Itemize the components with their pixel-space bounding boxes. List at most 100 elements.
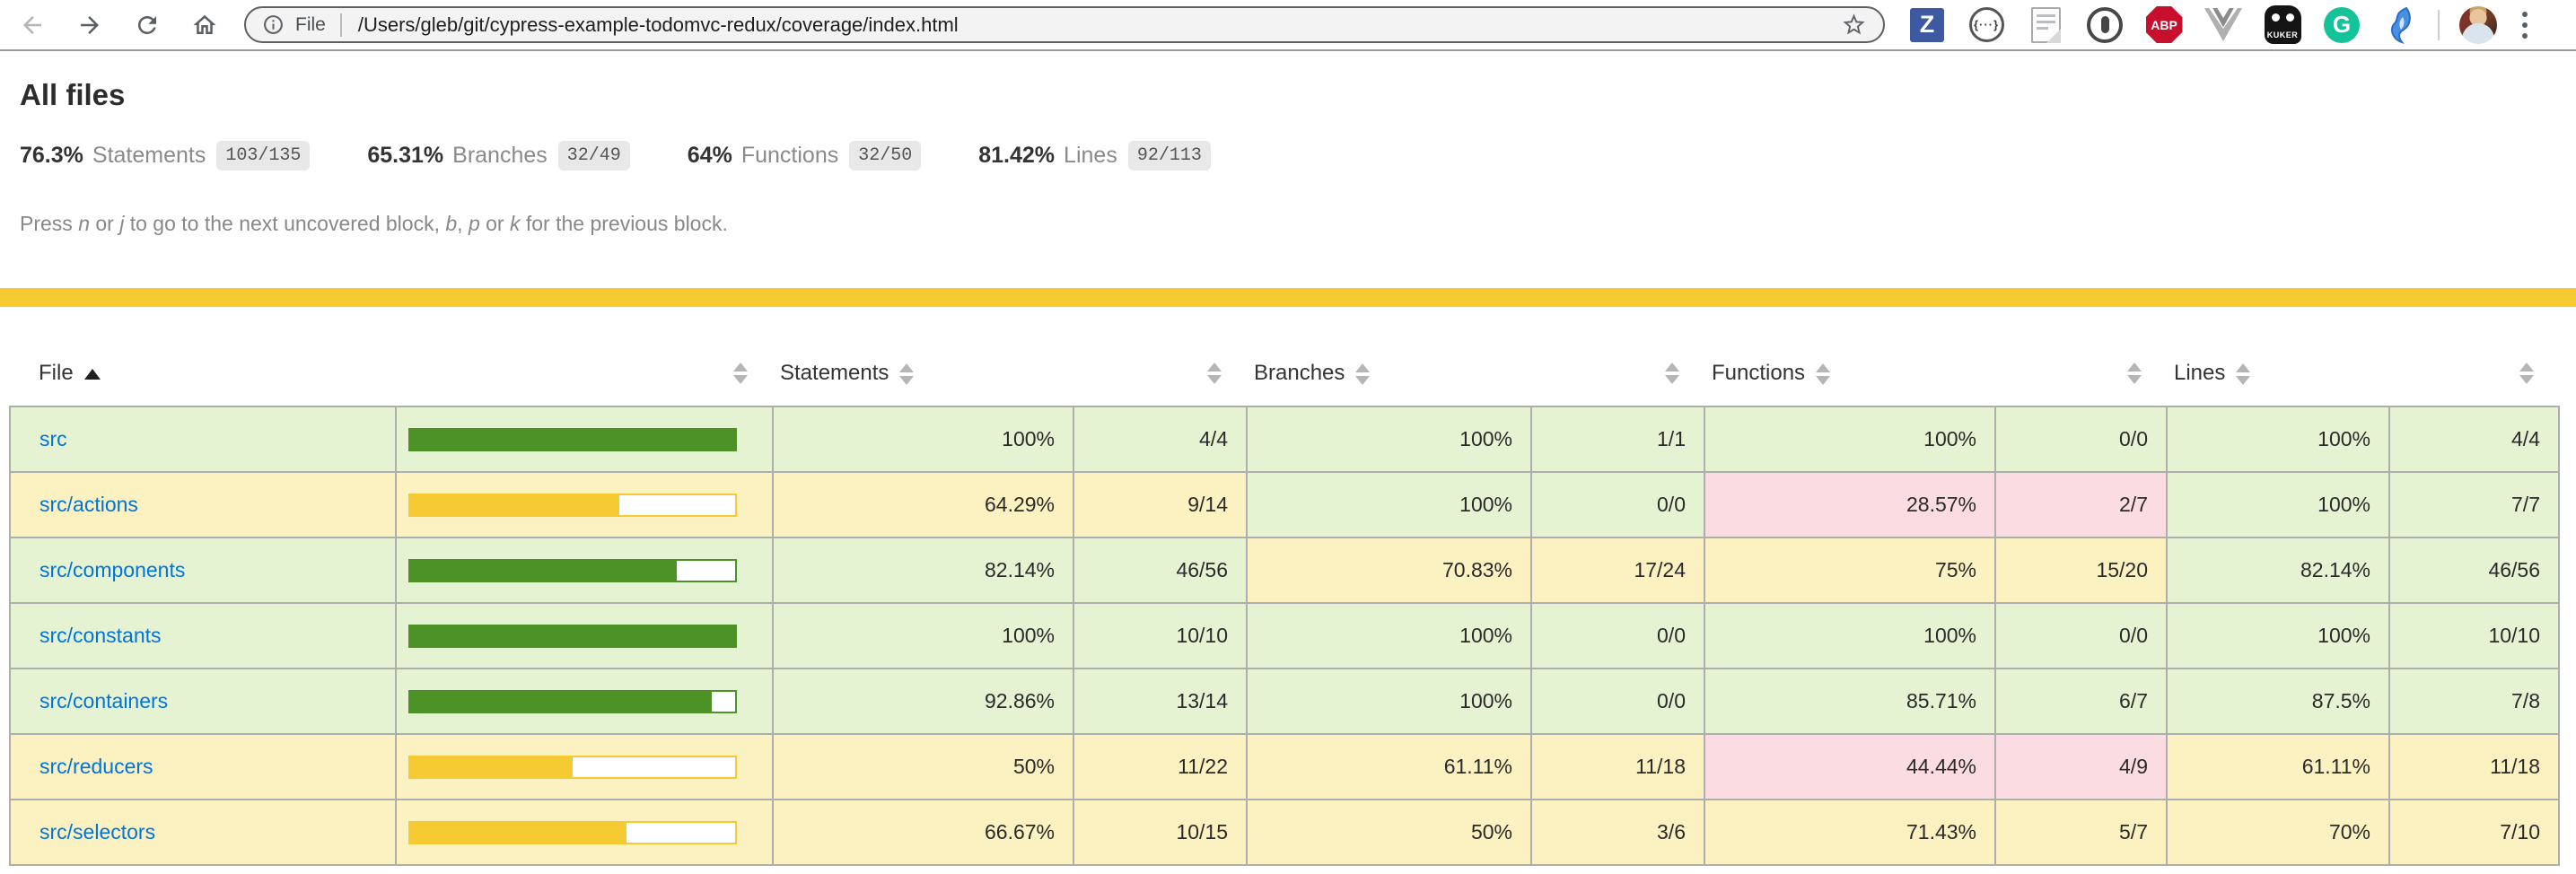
keyhole-icon <box>2087 6 2123 43</box>
blue-flame-extension-button[interactable] <box>2382 5 2420 45</box>
bookmark-star-icon[interactable] <box>1841 12 1867 38</box>
grammarly-extension-button[interactable]: G <box>2323 5 2361 45</box>
coverage-bar <box>408 427 737 451</box>
statements-frac-cell: 10/10 <box>1073 602 1248 669</box>
json-viewer-icon: {···} <box>1968 7 2004 42</box>
sort-icon[interactable] <box>2236 363 2251 385</box>
statements-pct-cell: 66.67% <box>772 799 1074 866</box>
reload-icon <box>137 15 156 34</box>
header-lines-raw[interactable] <box>2389 307 2559 406</box>
statements-fraction-badge: 103/135 <box>216 141 311 170</box>
branches-pct-cell: 100% <box>1246 471 1532 538</box>
lines-percent: 81.42% <box>978 143 1056 168</box>
branches-frac-cell: 0/0 <box>1530 471 1705 538</box>
functions-frac-cell: 4/9 <box>1994 733 2168 800</box>
lines-pct-cell: 61.11% <box>2166 733 2390 800</box>
lines-frac-cell: 4/4 <box>2388 406 2560 473</box>
coverage-bar <box>408 493 737 517</box>
adblock-plus-extension-button[interactable]: ABP <box>2145 5 2183 45</box>
script-extension-button[interactable] <box>2027 5 2064 45</box>
kuker-extension-button[interactable]: KUKER <box>2264 5 2301 45</box>
extensions-area: Z {···} ABP KUKER G <box>1908 5 2420 45</box>
file-link-src[interactable]: src <box>39 427 67 450</box>
vue-devtools-extension-button[interactable] <box>2204 5 2242 45</box>
sort-icon[interactable] <box>2127 363 2142 384</box>
table-row: src/actions 64.29% 9/14 100% 0/0 28.57% … <box>9 471 2560 538</box>
sort-icon[interactable] <box>2519 363 2534 384</box>
statements-pct-cell: 50% <box>772 733 1074 800</box>
statements-frac-cell: 9/14 <box>1073 471 1248 538</box>
header-branches[interactable]: Branches <box>1247 307 1531 406</box>
functions-frac-cell: 6/7 <box>1994 668 2168 735</box>
statements-percent: 76.3% <box>20 143 83 168</box>
lines-pct-cell: 100% <box>2166 471 2390 538</box>
table-row: src/reducers 50% 11/22 61.11% 11/18 44.4… <box>9 733 2560 800</box>
header-lines[interactable]: Lines <box>2167 307 2389 406</box>
onepassword-extension-button[interactable] <box>2086 5 2124 45</box>
back-button[interactable] <box>14 7 50 43</box>
lines-pct-cell: 70% <box>2166 799 2390 866</box>
branches-frac-cell: 0/0 <box>1530 668 1705 735</box>
functions-pct-cell: 28.57% <box>1704 471 1996 538</box>
statements-pct-cell: 100% <box>772 602 1074 669</box>
coverage-report: All files 76.3% Statements 103/135 65.31… <box>0 51 2576 866</box>
file-link-src-actions[interactable]: src/actions <box>39 493 138 516</box>
coverage-status-line <box>0 288 2576 307</box>
file-link-src-selectors[interactable]: src/selectors <box>39 820 156 843</box>
sort-icon[interactable] <box>899 363 915 385</box>
lines-pct-cell: 100% <box>2166 602 2390 669</box>
summary-lines: 81.42% Lines 92/113 <box>978 141 1211 170</box>
forward-icon <box>81 15 99 34</box>
coverage-table: File Statements Branches Functions Lines… <box>9 307 2560 866</box>
zotero-extension-button[interactable]: Z <box>1908 5 1946 45</box>
zotero-icon: Z <box>1910 7 1944 42</box>
forward-button[interactable] <box>72 7 108 43</box>
branches-frac-cell: 1/1 <box>1530 406 1705 473</box>
header-file[interactable]: File <box>10 307 396 406</box>
statements-frac-cell: 10/15 <box>1073 799 1248 866</box>
url-text[interactable]: /Users/gleb/git/cypress-example-todomvc-… <box>357 13 959 36</box>
file-link-src-components[interactable]: src/components <box>39 558 186 581</box>
summary-branches: 65.31% Branches 32/49 <box>367 141 630 170</box>
branches-pct-cell: 70.83% <box>1246 537 1532 604</box>
header-functions-raw[interactable] <box>1995 307 2167 406</box>
sort-icon[interactable] <box>1816 363 1831 385</box>
page-info-icon[interactable] <box>262 13 285 36</box>
sort-icon[interactable] <box>733 363 748 384</box>
kuker-icon: KUKER <box>2264 5 2301 44</box>
file-link-src-reducers[interactable]: src/reducers <box>39 755 153 778</box>
home-button[interactable] <box>187 7 223 43</box>
document-icon <box>2030 6 2061 43</box>
adblock-plus-icon: ABP <box>2145 6 2183 43</box>
branches-pct-cell: 61.11% <box>1246 733 1532 800</box>
functions-pct-cell: 75% <box>1704 537 1996 604</box>
browser-menu-button[interactable] <box>2510 6 2540 44</box>
lines-frac-cell: 7/10 <box>2388 799 2560 866</box>
flame-icon <box>2390 6 2411 44</box>
profile-avatar[interactable] <box>2459 5 2497 44</box>
file-link-src-constants[interactable]: src/constants <box>39 624 162 647</box>
functions-percent: 64% <box>687 143 732 168</box>
statements-pct-cell: 92.86% <box>772 668 1074 735</box>
branches-fraction-badge: 32/49 <box>557 141 630 170</box>
lines-fraction-badge: 92/113 <box>1127 141 1211 170</box>
functions-frac-cell: 0/0 <box>1994 406 2168 473</box>
grammarly-icon: G <box>2324 6 2360 43</box>
json-viewer-extension-button[interactable]: {···} <box>1967 5 2005 45</box>
sort-icon[interactable] <box>1665 363 1679 384</box>
file-link-src-containers[interactable]: src/containers <box>39 689 169 712</box>
branches-pct-cell: 50% <box>1246 799 1532 866</box>
toolbar-separator <box>2438 9 2440 40</box>
address-bar[interactable]: File /Users/gleb/git/cypress-example-tod… <box>244 6 1885 43</box>
lines-pct-cell: 82.14% <box>2166 537 2390 604</box>
sort-icon[interactable] <box>1207 363 1222 384</box>
functions-frac-cell: 2/7 <box>1994 471 2168 538</box>
header-branches-raw[interactable] <box>1531 307 1704 406</box>
header-statements[interactable]: Statements <box>773 307 1073 406</box>
header-statements-raw[interactable] <box>1073 307 1247 406</box>
header-chart[interactable] <box>396 307 773 406</box>
sort-ascending-icon <box>83 368 101 380</box>
sort-icon[interactable] <box>1355 363 1371 385</box>
header-functions[interactable]: Functions <box>1704 307 1995 406</box>
reload-button[interactable] <box>129 7 165 43</box>
